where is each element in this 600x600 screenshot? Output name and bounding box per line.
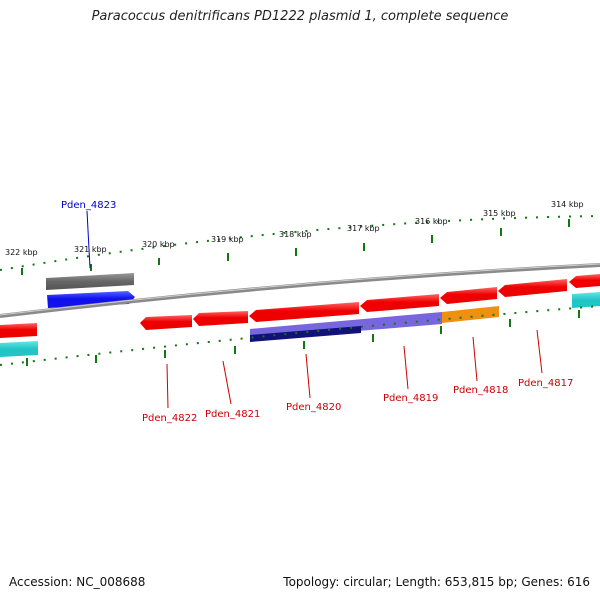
kbp-label-319: 319 kbp — [211, 235, 244, 244]
rna-right — [572, 292, 600, 308]
kbp-label-318: 318 kbp — [279, 230, 312, 239]
gene-left-edge-arrow — [0, 323, 37, 338]
inner-tick-ring — [0, 305, 600, 366]
outer-tick-ring — [0, 215, 600, 271]
gene-pden-4819-arrow — [360, 294, 439, 312]
kbp-label-320: 320 kbp — [142, 240, 175, 249]
gene-pden-4821-arrow — [193, 311, 248, 326]
gray-feature — [46, 273, 134, 290]
gene-pden-4822-arrow — [140, 315, 192, 330]
label-pden-4823: Pden_4823 — [61, 200, 116, 211]
gc-band-dark — [250, 326, 361, 342]
kbp-label-314: 314 kbp — [551, 200, 584, 209]
summary-text: Topology: circular; Length: 653,815 bp; … — [283, 575, 590, 589]
plasmid-backbone — [0, 263, 600, 318]
inner-major-ticks — [26, 310, 580, 366]
map-title: Paracoccus denitrificans PD1222 plasmid … — [91, 9, 509, 24]
gene-right-edge-arrow — [569, 274, 600, 288]
label-pden-4818: Pden_4818 — [453, 385, 508, 396]
kbp-label-321: 321 kbp — [74, 245, 107, 254]
accession-text: Accession: NC_008688 — [9, 575, 146, 589]
rna-left — [0, 341, 38, 357]
label-pden-4819: Pden_4819 — [383, 393, 438, 404]
plasmid-backbone-highlight — [0, 263, 600, 316]
gc-band-orange — [442, 306, 499, 323]
gene-pden-4817-arrow — [498, 279, 567, 297]
kbp-label-316: 316 kbp — [415, 217, 448, 226]
label-pden-4822: Pden_4822 — [142, 413, 197, 424]
label-pden-4820: Pden_4820 — [286, 402, 341, 413]
gene-pden-4820-arrow — [249, 302, 359, 322]
label-pden-4821: Pden_4821 — [205, 409, 260, 420]
outer-major-ticks — [21, 219, 570, 275]
gene-pden-4818-arrow — [440, 287, 497, 304]
label-pden-4817: Pden_4817 — [518, 378, 573, 389]
kbp-label-322: 322 kbp — [5, 248, 38, 257]
kbp-label-315: 315 kbp — [483, 209, 516, 218]
pden-4823-leader — [86, 210, 91, 269]
kbp-label-317: 317 kbp — [347, 224, 380, 233]
gene-label-leaders — [166, 329, 543, 409]
